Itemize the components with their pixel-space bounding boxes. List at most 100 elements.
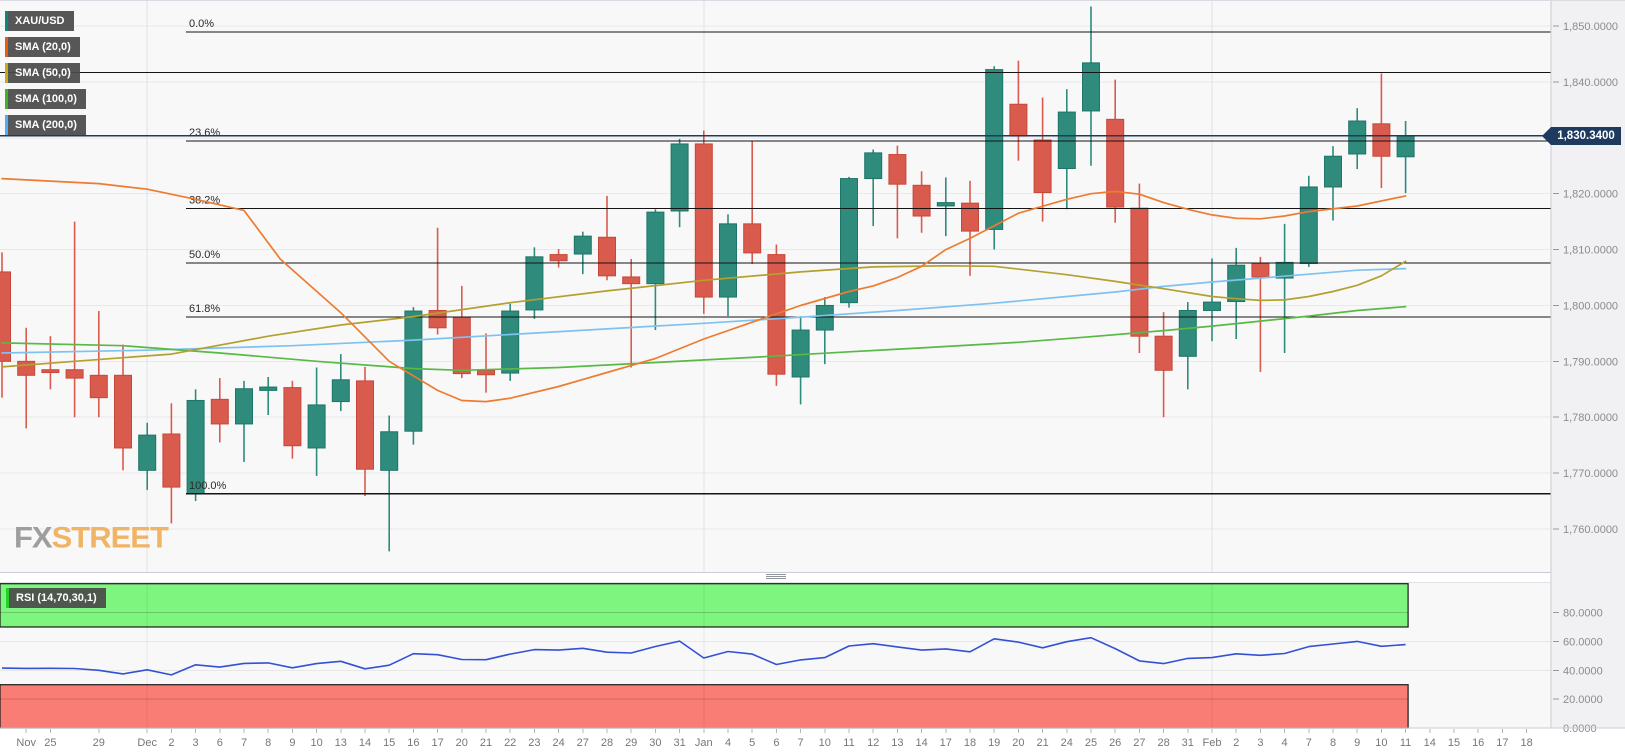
candle[interactable]	[670, 138, 689, 228]
pane-resize-handle[interactable]	[766, 573, 786, 581]
candle[interactable]	[1299, 175, 1318, 267]
date-tick-label: 16	[1472, 737, 1484, 749]
rsi-legend-badge[interactable]: RSI (14,70,30,1)	[6, 588, 106, 608]
candle[interactable]	[1057, 89, 1076, 210]
legend-badge-xau-usd[interactable]: XAU/USD	[5, 11, 74, 31]
date-tick-label: 13	[891, 737, 903, 749]
legend-accent-bar	[5, 115, 8, 135]
candle[interactable]	[259, 376, 278, 415]
candle-body	[283, 387, 302, 447]
candle[interactable]	[307, 367, 326, 476]
legend-accent-bar	[5, 89, 8, 109]
candle-body	[210, 398, 229, 425]
date-tick-label: 31	[673, 737, 685, 749]
candle[interactable]	[646, 209, 665, 331]
date-tick-label: 5	[749, 737, 755, 749]
date-tick-label: 17	[431, 737, 443, 749]
candle-body	[41, 369, 60, 374]
candle-body	[1396, 135, 1415, 158]
candle[interactable]	[1372, 73, 1391, 189]
rsi-oversold-band	[0, 684, 1409, 729]
legend-badge-sma-200-0[interactable]: SMA (200,0)	[5, 115, 86, 135]
date-tick-label: 8	[265, 737, 271, 749]
candle-body	[404, 310, 423, 432]
candle[interactable]	[1178, 302, 1197, 390]
candle[interactable]	[114, 344, 132, 471]
sma-line-200	[1, 177, 1407, 403]
price-tick-label: 1,770.0000	[1563, 468, 1618, 480]
candle-body	[936, 202, 955, 207]
date-tick-label: 30	[649, 737, 661, 749]
date-tick-label: 7	[241, 737, 247, 749]
date-tick-label: 25	[44, 737, 56, 749]
legend-badge-sma-50-0[interactable]: SMA (50,0)	[5, 63, 80, 83]
fib-label: 61.8%	[189, 303, 220, 315]
candle[interactable]	[598, 195, 616, 281]
date-tick-label: 7	[798, 737, 804, 749]
date-tick-label: 2	[168, 737, 174, 749]
date-tick-label: 28	[601, 737, 613, 749]
candle[interactable]	[840, 176, 858, 308]
candle[interactable]	[501, 303, 520, 381]
candle[interactable]	[65, 221, 84, 418]
candle-body	[1057, 111, 1076, 170]
candle[interactable]	[791, 316, 810, 405]
candle[interactable]	[380, 415, 399, 552]
candle[interactable]	[0, 252, 11, 398]
candle[interactable]	[525, 247, 544, 319]
candle-body	[719, 223, 737, 298]
candle[interactable]	[1033, 97, 1052, 222]
price-axis[interactable]: 1,850.0000 1,840.0000 1,820.0000 1,810.0000…	[1550, 1, 1625, 735]
date-tick-label: 14	[359, 737, 371, 749]
candle[interactable]	[1009, 60, 1028, 161]
candle-body	[1154, 335, 1173, 371]
candle[interactable]	[961, 180, 979, 276]
candle[interactable]	[985, 66, 1004, 250]
candle-body	[235, 388, 253, 425]
candle[interactable]	[210, 378, 229, 443]
candle-body	[17, 360, 36, 376]
candle[interactable]	[936, 177, 955, 237]
candle[interactable]	[549, 249, 568, 268]
price-tick-label: 1,760.0000	[1563, 524, 1618, 536]
date-tick-label: 31	[1182, 737, 1194, 749]
candle-body	[912, 184, 931, 217]
instrument-legend: XAU/USD SMA (20,0) SMA (50,0) SMA (100,0) SM…	[5, 11, 86, 141]
candle[interactable]	[622, 259, 641, 368]
rsi-tick-label: 20.0000	[1563, 694, 1603, 706]
candle[interactable]	[864, 149, 883, 227]
date-tick-label: Dec	[137, 737, 157, 749]
candle[interactable]	[162, 403, 181, 524]
price-tick-label: 1,780.0000	[1563, 412, 1618, 424]
time-axis[interactable]: Nov 25 29 Dec 2 3 6 7 8 9 10 13 14 15 16 17 20 21 22 23 24 27…	[0, 727, 1625, 749]
candle[interactable]	[694, 130, 713, 314]
candle-body	[961, 202, 979, 232]
legend-badge-sma-100-0[interactable]: SMA (100,0)	[5, 89, 86, 109]
candle[interactable]	[283, 380, 302, 459]
candle-body	[1251, 263, 1270, 278]
price-tick-label: 1,810.0000	[1563, 245, 1618, 257]
candle-body	[694, 143, 713, 298]
candle[interactable]	[1251, 256, 1270, 372]
price-tick-label: 1,800.0000	[1563, 300, 1618, 312]
candle[interactable]	[356, 366, 374, 497]
legend-badge-sma-20-0[interactable]: SMA (20,0)	[5, 37, 80, 57]
candle[interactable]	[235, 380, 253, 462]
date-tick-label: 14	[1424, 737, 1436, 749]
candle-body	[65, 369, 84, 379]
candle-body	[162, 433, 181, 488]
date-tick-label: 15	[383, 737, 395, 749]
candle[interactable]	[1154, 312, 1173, 418]
candle[interactable]	[1082, 6, 1100, 166]
candle[interactable]	[888, 145, 907, 239]
price-tick-label: 1,840.0000	[1563, 77, 1618, 89]
candle[interactable]	[1203, 258, 1221, 342]
candle[interactable]	[1348, 108, 1367, 170]
candle[interactable]	[573, 231, 592, 275]
candle[interactable]	[89, 311, 108, 418]
candle[interactable]	[743, 141, 762, 265]
candle[interactable]	[138, 422, 157, 490]
candle-body	[307, 404, 326, 449]
